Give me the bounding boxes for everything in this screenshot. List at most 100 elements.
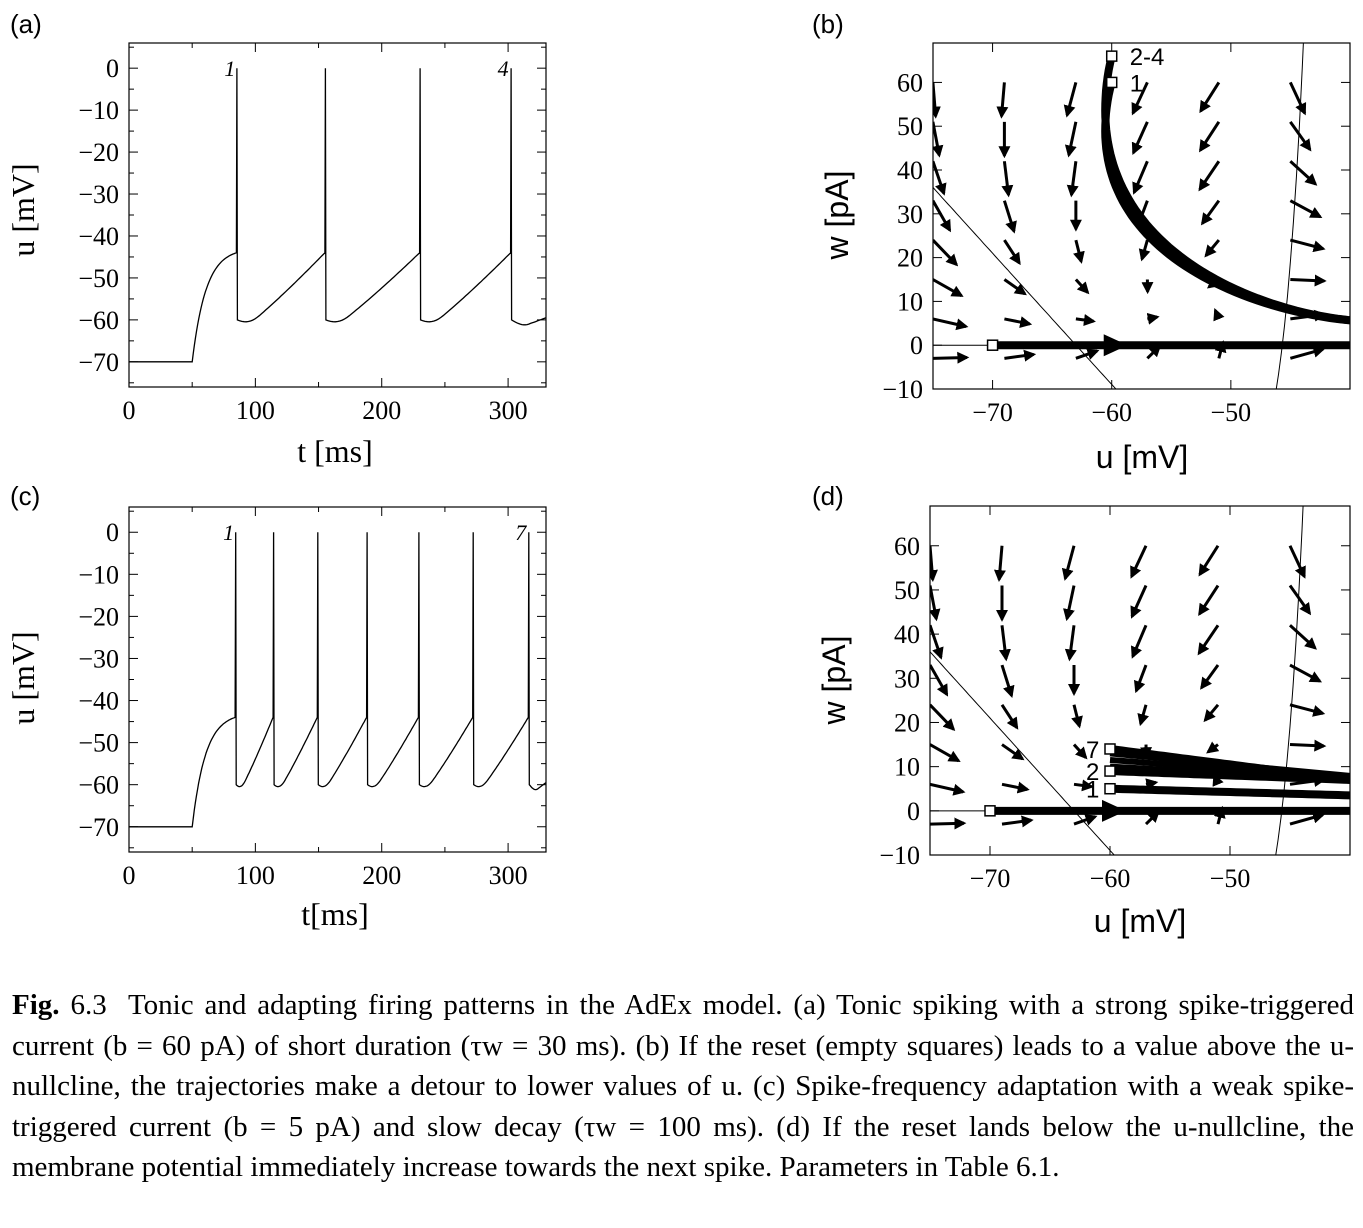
vector-field-arrow	[1289, 703, 1326, 717]
xtick-label: −70	[972, 398, 1013, 427]
xtick-label: 0	[123, 861, 136, 890]
ytick-label: 50	[897, 112, 923, 141]
ytick-label: 40	[897, 156, 923, 185]
x-axis-label: u [mV]	[1096, 439, 1188, 475]
ytick-label: 50	[894, 576, 920, 605]
vector-field-arrow	[1198, 160, 1221, 192]
xtick-label: −60	[1091, 398, 1132, 427]
ytick-label: −40	[78, 222, 119, 251]
trajectory-arrowhead	[1103, 334, 1128, 357]
vector-field-arrow	[1066, 161, 1079, 198]
vector-field-arrow	[1133, 664, 1148, 694]
vector-field-arrow	[1146, 312, 1160, 325]
vector-field-arrow	[1003, 239, 1021, 266]
ytick-label: −70	[78, 813, 119, 842]
ytick-label: 20	[894, 708, 920, 737]
reset-label: 2	[1086, 759, 1099, 786]
ytick-label: 30	[894, 664, 920, 693]
ytick-label: 60	[894, 532, 920, 561]
plot-frame-b	[932, 42, 1351, 390]
reset-trajectory	[1101, 52, 1350, 325]
plot-area	[930, 506, 1350, 855]
voltage-trace	[129, 532, 547, 828]
y-axis-label: u [mV]	[5, 631, 41, 724]
vector-field-arrow	[1213, 308, 1225, 322]
spike-label: 7	[515, 520, 527, 545]
panel-label-a: (a)	[10, 9, 42, 39]
vector-field-arrow	[1288, 545, 1306, 579]
vector-field-arrow	[1063, 82, 1078, 118]
vector-field-arrow	[1073, 779, 1095, 792]
ytick-label: −30	[78, 644, 119, 673]
y-axis-label: w [pA]	[816, 636, 852, 726]
vector-field-arrow	[1075, 314, 1096, 326]
vector-field-arrow	[1003, 278, 1027, 296]
vector-field-arrow	[933, 278, 964, 298]
vector-field-arrow	[1200, 199, 1221, 226]
vector-field-arrow	[930, 782, 966, 796]
vector-field-arrow	[1145, 778, 1159, 791]
vector-field-arrow	[998, 625, 1011, 662]
vector-field-arrow	[1131, 121, 1149, 156]
vector-field-arrow	[1073, 814, 1098, 826]
vector-field-arrow	[1071, 704, 1083, 729]
vector-field-arrow	[1130, 624, 1148, 659]
panel-label-c: (c)	[10, 481, 40, 511]
vector-field-arrow	[1072, 743, 1088, 760]
xtick-label: −50	[1211, 398, 1252, 427]
reset-label: 7	[1086, 737, 1099, 764]
xtick-label: 0	[123, 396, 136, 425]
vector-field-arrow	[1004, 349, 1037, 362]
vector-field-arrow	[1197, 624, 1220, 656]
vector-field-arrow	[933, 199, 952, 233]
ytick-label: −40	[78, 687, 119, 716]
xtick-label: 300	[489, 861, 528, 890]
spike-label: 1	[224, 56, 235, 81]
vector-field-arrow	[930, 545, 938, 583]
vector-field-arrow	[1000, 664, 1015, 699]
ytick-label: −10	[879, 841, 920, 870]
vector-field-arrow	[1130, 584, 1148, 619]
y-axis-label: w [pA]	[819, 171, 855, 261]
spike-label: 1	[223, 520, 234, 545]
vector-field-arrow	[1199, 121, 1221, 153]
vector-field-arrow	[1138, 239, 1151, 262]
vector-field-arrow	[1199, 81, 1221, 114]
reset-marker	[986, 339, 999, 351]
vector-field-arrow	[1289, 199, 1323, 219]
ytick-label: −20	[78, 138, 119, 167]
u-nullcline	[930, 506, 1304, 855]
vector-field-arrow	[1075, 348, 1100, 360]
vector-field-arrow	[1289, 345, 1326, 360]
vector-field-arrow	[1064, 121, 1078, 158]
vector-field-arrow	[1061, 545, 1076, 581]
ytick-label: −10	[78, 96, 119, 125]
ytick-label: −60	[78, 771, 119, 800]
vector-field-arrow	[1074, 278, 1090, 295]
vector-field-arrow	[930, 703, 956, 732]
ytick-label: 0	[910, 331, 923, 360]
xtick-label: −70	[970, 864, 1011, 893]
vector-field-arrow	[930, 743, 961, 763]
ytick-label: 0	[106, 54, 119, 83]
ytick-label: −20	[78, 602, 119, 631]
vector-field-arrow	[1000, 703, 1019, 730]
xtick-label: 100	[236, 396, 275, 425]
vector-field-arrow	[1001, 781, 1030, 794]
reset-marker	[984, 805, 996, 817]
vector-field-arrow	[933, 317, 969, 331]
vector-field-arrow	[1288, 584, 1312, 616]
vector-field-arrow	[1200, 664, 1220, 690]
vector-field-arrow	[1289, 739, 1327, 752]
vector-field-arrow	[1131, 81, 1149, 116]
ytick-label: 20	[897, 244, 923, 273]
ytick-label: −50	[78, 264, 119, 293]
vector-field-arrow	[1290, 274, 1327, 287]
figure: 0−10−20−30−40−50−60−700 100 200 300(a)t [ms…	[5, 9, 1351, 939]
trajectory-arrowhead	[1102, 799, 1126, 822]
vector-field-arrow	[1004, 316, 1033, 329]
xtick-label: −60	[1090, 864, 1131, 893]
reset-label: 1	[1130, 70, 1143, 97]
vector-field-arrow	[930, 585, 941, 622]
vector-field-arrow	[1203, 703, 1220, 723]
